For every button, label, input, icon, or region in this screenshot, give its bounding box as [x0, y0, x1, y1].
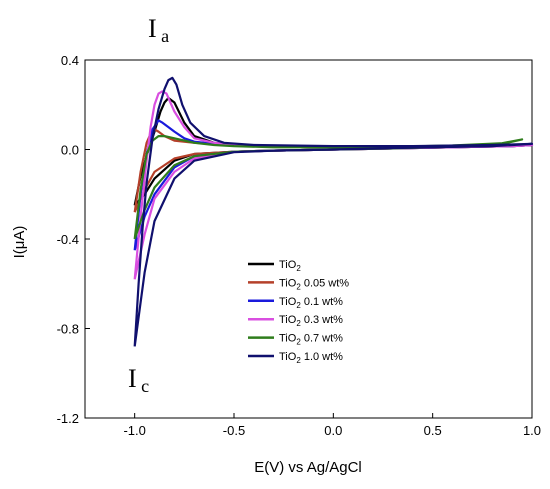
legend: TiO2 TiO2 0.05 wt% TiO2 0.1 wt% TiO2 0.3 wt…	[248, 259, 349, 365]
series-curves	[133, 76, 534, 347]
anodic-peak-sub: a	[161, 26, 169, 46]
axis-ticks: -1.0 -0.5 0.0 0.5 1.0 0.4 0.0 -0.4 -0.8 -1.2	[57, 53, 541, 438]
y-axis-label: I(μA)	[11, 226, 28, 259]
y-tick-label: -1.2	[57, 411, 79, 426]
anodic-peak-main: I	[148, 14, 157, 43]
x-tick-label: 0.5	[424, 423, 442, 438]
x-tick-label: -0.5	[223, 423, 245, 438]
series-line-0	[133, 96, 534, 207]
x-tick-label: 1.0	[523, 423, 541, 438]
legend-label-5: TiO2 1.0 wt%	[279, 351, 343, 365]
cathodic-peak-main: I	[128, 364, 137, 393]
legend-label-4: TiO2 0.7 wt%	[279, 333, 343, 347]
y-tick-label: -0.8	[57, 322, 79, 337]
anodic-peak-annotation: I a	[148, 14, 169, 46]
x-tick-label: -1.0	[123, 423, 145, 438]
series-line-4	[133, 135, 524, 240]
legend-label-2: TiO2 0.1 wt%	[279, 296, 343, 310]
legend-label-1: TiO2 0.05 wt%	[279, 277, 349, 291]
y-tick-label: -0.4	[57, 232, 79, 247]
cathodic-peak-sub: c	[141, 376, 149, 396]
series-line-5	[133, 76, 534, 347]
legend-label-0: TiO2	[279, 259, 301, 273]
series-line-3	[133, 90, 534, 280]
series-line-2	[133, 119, 534, 251]
cathodic-peak-annotation: I c	[128, 364, 149, 396]
x-axis-label: E(V) vs Ag/AgCl	[254, 459, 362, 476]
legend-label-3: TiO2 0.3 wt%	[279, 314, 343, 328]
x-tick-label: 0.0	[324, 423, 342, 438]
y-tick-label: 0.4	[61, 53, 79, 68]
y-tick-label: 0.0	[61, 143, 79, 158]
